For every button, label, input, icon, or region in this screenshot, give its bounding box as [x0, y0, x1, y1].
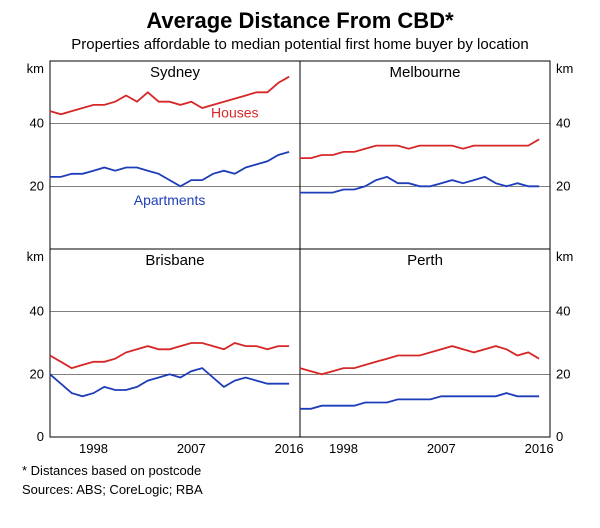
y-unit-right: km [556, 61, 573, 76]
chart-container: Average Distance From CBD* Properties af… [8, 8, 592, 497]
panel-title-sydney: Sydney [150, 64, 201, 81]
y-unit-right: km [556, 249, 573, 264]
panel-title-melbourne: Melbourne [390, 64, 461, 81]
x-tick: 1998 [329, 441, 358, 456]
y-unit-left: km [27, 61, 44, 76]
series-apartments-sydney [50, 152, 289, 186]
y-tick-right: 20 [556, 178, 570, 193]
footnote: * Distances based on postcode [22, 463, 592, 478]
sources: Sources: ABS; CoreLogic; RBA [22, 482, 592, 497]
y-tick-left: 0 [37, 429, 44, 444]
series-houses-brisbane [50, 343, 289, 368]
label-houses: Houses [211, 104, 258, 120]
series-apartments-perth [300, 393, 539, 409]
series-apartments-brisbane [50, 368, 289, 396]
y-tick-right: 40 [556, 304, 570, 319]
y-tick-right: 0 [556, 429, 563, 444]
series-houses-perth [300, 346, 539, 374]
x-tick: 1998 [79, 441, 108, 456]
series-apartments-melbourne [300, 177, 539, 193]
chart-title: Average Distance From CBD* [8, 8, 592, 34]
x-tick: 2016 [275, 441, 304, 456]
x-tick: 2007 [177, 441, 206, 456]
y-tick-left: 40 [30, 304, 44, 319]
y-unit-left: km [27, 249, 44, 264]
panel-title-perth: Perth [407, 252, 443, 269]
y-tick-left: 20 [30, 366, 44, 381]
panel-title-brisbane: Brisbane [145, 252, 204, 269]
series-houses-melbourne [300, 139, 539, 158]
y-tick-right: 40 [556, 116, 570, 131]
chart-svg: km km 20 20 40 40 km km 0 0 20 20 40 40 1998 2007 2016 19… [8, 57, 592, 457]
x-tick: 2016 [525, 441, 554, 456]
label-apartments: Apartments [134, 192, 206, 208]
y-tick-left: 20 [30, 178, 44, 193]
x-tick: 2007 [427, 441, 456, 456]
chart-subtitle: Properties affordable to median potentia… [8, 36, 592, 53]
y-tick-left: 40 [30, 116, 44, 131]
y-tick-right: 20 [556, 366, 570, 381]
